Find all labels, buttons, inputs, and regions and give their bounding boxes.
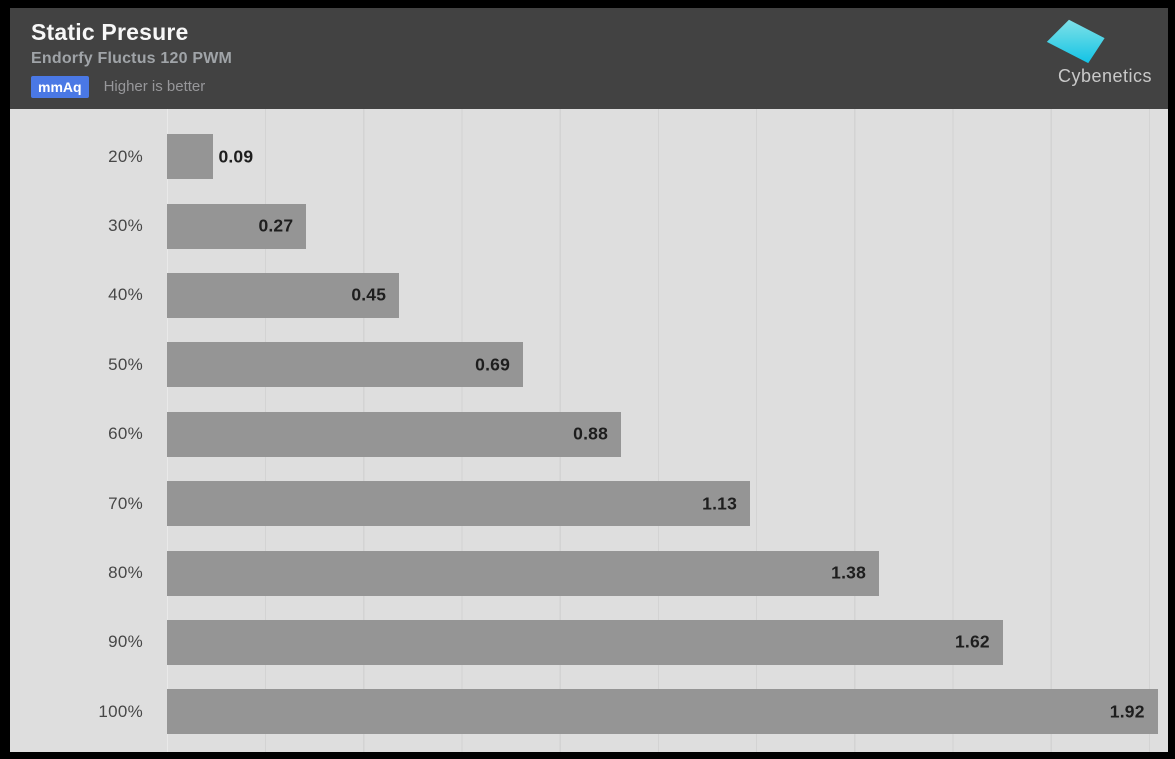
chart-title: Static Presure	[31, 19, 189, 45]
bar-zone: 0.69	[167, 342, 1168, 388]
bar-zone: 0.27	[167, 203, 1168, 249]
chart-row: 20% 0.09	[10, 122, 1168, 191]
bar-zone: 1.13	[167, 481, 1168, 527]
bar	[167, 411, 622, 457]
bar	[167, 481, 751, 527]
chart-row: 100% 1.92	[10, 677, 1168, 746]
category-label: 50%	[108, 354, 143, 374]
category-label: 40%	[108, 285, 143, 305]
bar	[167, 619, 1003, 665]
bar	[167, 342, 524, 388]
category-label: 70%	[108, 493, 143, 513]
value-label: 0.27	[258, 215, 294, 236]
badge-row: mmAq Higher is better	[31, 75, 1168, 98]
value-label: 1.92	[1109, 701, 1145, 722]
chart-subtitle: Endorfy Fluctus 120 PWM	[31, 49, 233, 67]
chart-row: 70% 1.13	[10, 469, 1168, 538]
higher-is-better-note: Higher is better	[103, 78, 206, 96]
value-label: 1.62	[955, 631, 990, 652]
value-label: 0.69	[475, 354, 511, 375]
bar	[167, 203, 307, 249]
bar-zone: 0.09	[167, 134, 1168, 180]
bar-zone: 1.38	[167, 550, 1168, 596]
value-label: 1.38	[831, 562, 867, 583]
unit-badge: mmAq	[31, 75, 89, 98]
value-label: 0.09	[218, 146, 254, 167]
chart-card: Static Presure Endorfy Fluctus 120 PWM m…	[10, 8, 1168, 752]
chart-row: 60% 0.88	[10, 400, 1168, 469]
category-label: 30%	[108, 216, 143, 236]
bar	[167, 689, 1158, 735]
bar-zone: 1.62	[167, 619, 1168, 665]
cybenetics-logo-icon	[1046, 19, 1105, 64]
chart-row: 40% 0.45	[10, 261, 1168, 330]
bar	[167, 272, 400, 318]
chart-row: 50% 0.69	[10, 330, 1168, 399]
bar-zone: 0.45	[167, 272, 1168, 318]
value-label: 0.88	[573, 423, 609, 444]
category-label: 100%	[98, 701, 143, 721]
category-label: 60%	[108, 424, 143, 444]
bar-chart-rows: 20% 0.09 30% 0.27 40% 0.45 50% 0.69 60% 0.88 70% 1.…	[10, 109, 1168, 752]
bar-chart: 20% 0.09 30% 0.27 40% 0.45 50% 0.69 60% 0.88 70% 1.…	[10, 109, 1168, 752]
chart-row: 90% 1.62	[10, 608, 1168, 677]
bar-zone: 1.92	[167, 689, 1168, 735]
category-label: 80%	[108, 563, 143, 583]
value-label: 0.45	[351, 284, 387, 305]
bar	[167, 550, 880, 596]
logo-text: Cybenetics	[1057, 66, 1152, 86]
value-label: 1.13	[702, 493, 738, 514]
bar	[167, 134, 214, 180]
cybenetics-logo: Cybenetics	[1034, 14, 1154, 96]
category-label: 20%	[108, 146, 143, 166]
chart-row: 80% 1.38	[10, 538, 1168, 607]
bar-zone: 0.88	[167, 411, 1168, 457]
category-label: 90%	[108, 632, 143, 652]
chart-header: Static Presure Endorfy Fluctus 120 PWM m…	[10, 8, 1168, 109]
chart-row: 30% 0.27	[10, 191, 1168, 260]
